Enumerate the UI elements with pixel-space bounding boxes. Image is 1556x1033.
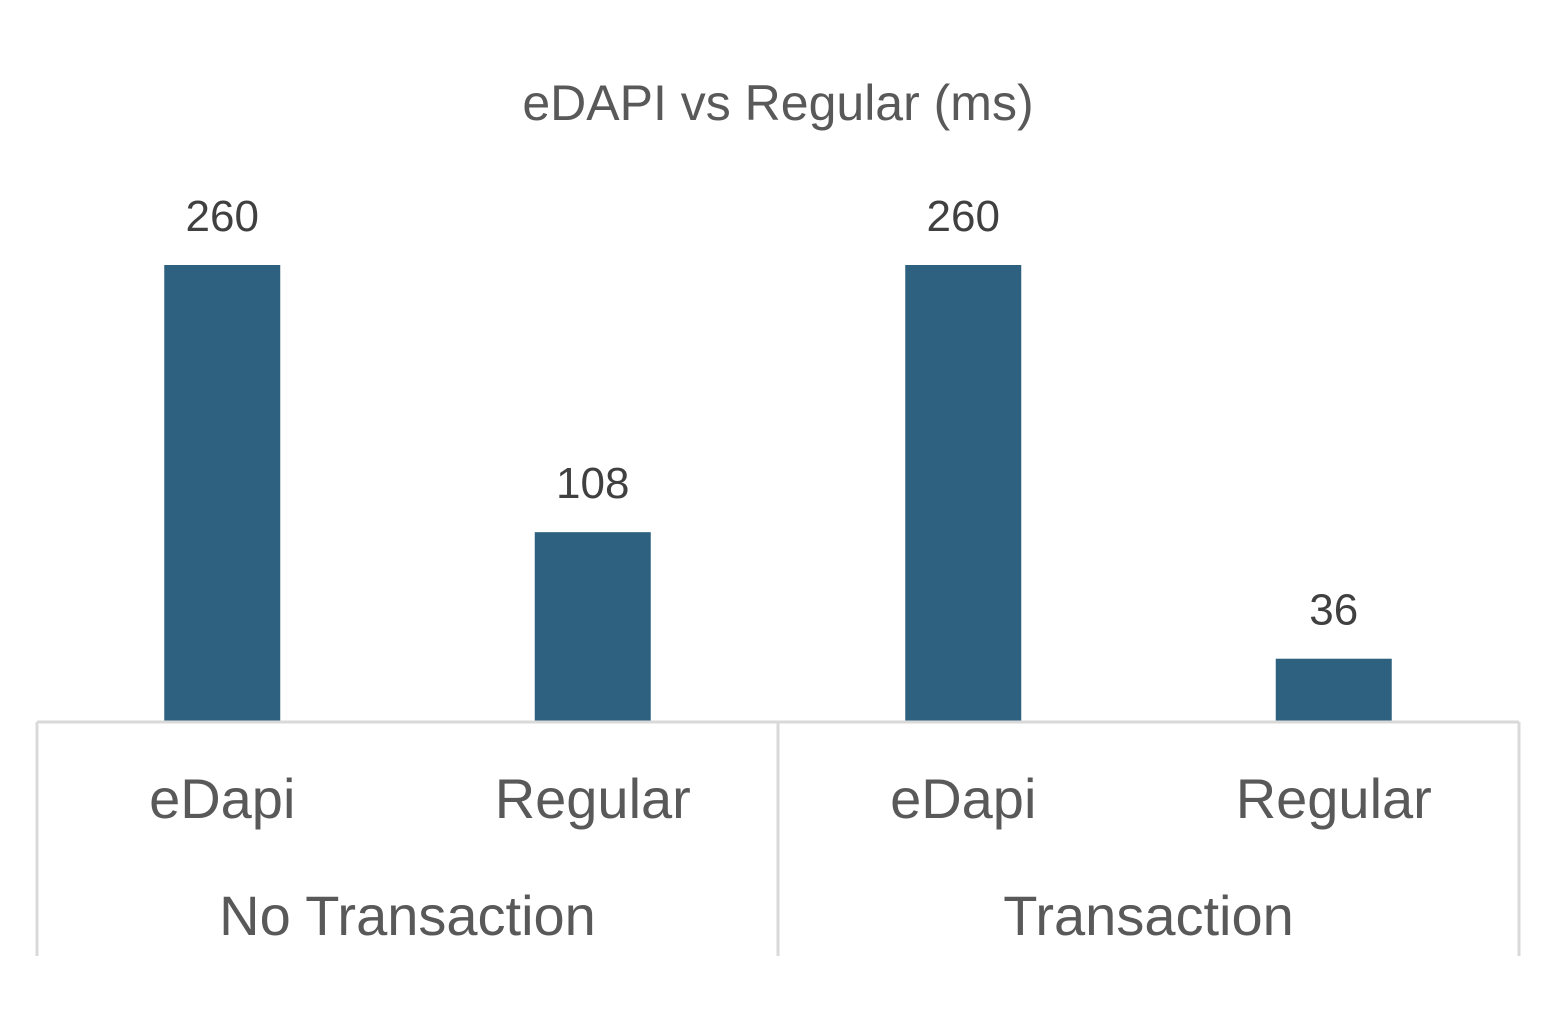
data-label: 108	[556, 459, 629, 508]
data-label: 260	[927, 192, 1000, 241]
category-label: eDapi	[149, 767, 295, 830]
category-label: Regular	[1236, 767, 1432, 830]
data-labels-layer: 260 108 260 36	[186, 192, 1359, 635]
group-label: No Transaction	[219, 884, 596, 947]
bar-edapi-transaction	[905, 264, 1022, 722]
bar-regular-no-transaction	[534, 532, 651, 722]
category-axis: No Transaction eDapi Regular Transaction eDa…	[35, 720, 1521, 956]
bars-layer	[164, 264, 1392, 722]
data-label: 260	[186, 192, 259, 241]
data-label: 36	[1309, 586, 1358, 635]
bar-edapi-no-transaction	[164, 264, 281, 722]
group-label: Transaction	[1003, 884, 1294, 947]
category-label: eDapi	[890, 767, 1036, 830]
bar-regular-transaction	[1275, 658, 1392, 722]
chart-title: eDAPI vs Regular (ms)	[522, 75, 1033, 131]
category-label: Regular	[495, 767, 691, 830]
